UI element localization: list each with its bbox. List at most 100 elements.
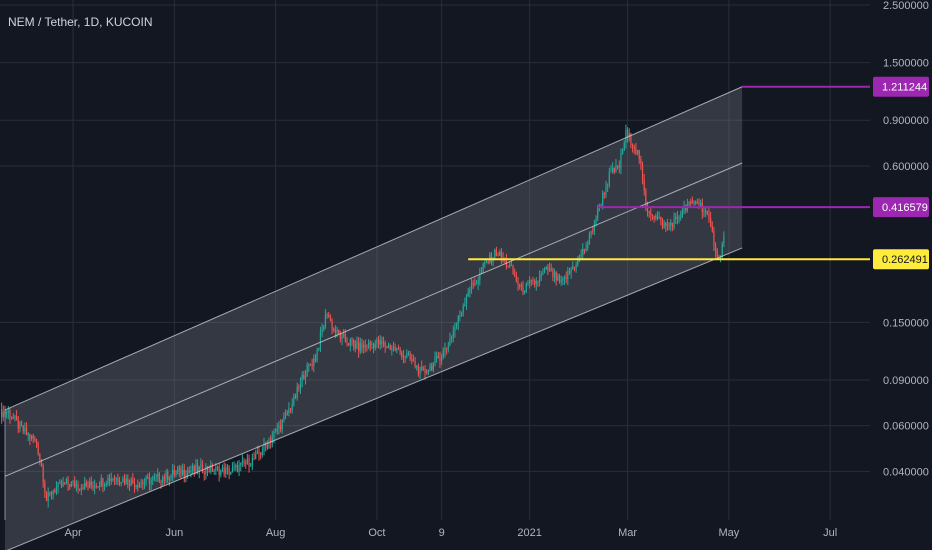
candle	[260, 452, 262, 460]
candle-body	[597, 208, 599, 219]
candle-body	[230, 472, 232, 475]
candle-body	[95, 485, 97, 487]
candle	[565, 271, 567, 284]
candle	[675, 213, 677, 224]
candle-body	[103, 484, 106, 486]
candle-body	[120, 482, 122, 484]
candle-body	[407, 352, 410, 354]
candle	[366, 344, 368, 352]
candle-body	[110, 478, 112, 482]
candle	[515, 271, 517, 283]
candle-body	[703, 211, 705, 213]
candle	[289, 407, 292, 414]
candle-body	[593, 223, 595, 231]
candle	[555, 270, 557, 286]
candle-body	[158, 474, 160, 482]
candle	[681, 206, 683, 218]
candle-body	[318, 348, 320, 351]
candle	[658, 211, 660, 220]
candle	[318, 347, 320, 352]
candle-body	[105, 483, 107, 485]
candle-body	[263, 443, 265, 452]
candle-body	[77, 484, 79, 489]
candle	[401, 350, 403, 360]
candle	[379, 334, 381, 350]
candle	[203, 470, 205, 481]
candle-body	[208, 470, 210, 472]
candle-body	[424, 368, 426, 373]
candle-body	[515, 275, 517, 281]
candle-body	[243, 460, 245, 464]
candle	[211, 463, 214, 472]
candle	[666, 218, 669, 231]
candle	[367, 339, 370, 350]
candle	[34, 436, 36, 443]
candle	[14, 414, 16, 422]
candle-body	[220, 469, 222, 475]
candle	[452, 325, 454, 343]
candle	[399, 346, 401, 356]
candle-body	[460, 312, 463, 316]
candle	[281, 418, 283, 434]
candle-body	[125, 478, 127, 484]
candle	[27, 431, 29, 441]
y-tick-label: 1.500000	[883, 58, 929, 70]
x-tick-label: Aug	[266, 527, 286, 539]
candle	[20, 420, 23, 427]
candle	[437, 352, 439, 359]
candle	[205, 463, 207, 480]
candle	[39, 453, 41, 466]
candle-body	[459, 315, 461, 317]
x-tick-label: Mar	[618, 527, 637, 539]
candle-body	[693, 201, 695, 204]
candle	[640, 155, 642, 170]
candle	[67, 475, 69, 491]
candle-body	[82, 487, 84, 490]
candle-body	[510, 264, 512, 266]
candle-body	[87, 485, 89, 488]
candle-body	[436, 356, 438, 358]
candle-body	[560, 280, 562, 282]
candle-body	[426, 372, 428, 374]
candle	[94, 479, 96, 495]
candle-body	[363, 344, 365, 349]
candle-body	[168, 478, 170, 480]
candle-body	[379, 340, 381, 345]
candle-body	[258, 451, 260, 454]
y-tick-label: 0.090000	[883, 375, 929, 387]
candle	[112, 477, 114, 482]
candle-body	[382, 342, 385, 344]
candle	[245, 459, 247, 469]
x-tick-label: Apr	[64, 527, 81, 539]
candle-body	[97, 486, 99, 488]
candle	[120, 481, 122, 487]
candle-body	[185, 475, 187, 477]
candle-body	[69, 484, 71, 487]
candle	[583, 248, 586, 255]
candle	[301, 371, 303, 388]
candle	[258, 445, 260, 461]
candle-body	[283, 415, 285, 420]
candle	[527, 280, 529, 287]
candle-body	[482, 264, 484, 272]
candle-body	[90, 482, 92, 486]
candle-body	[348, 343, 350, 345]
candle-body	[60, 482, 63, 487]
candle-body	[65, 478, 68, 484]
candle	[582, 243, 584, 260]
candle	[11, 416, 13, 420]
candle-body	[543, 269, 546, 274]
candle	[414, 357, 416, 369]
candle-body	[600, 205, 602, 207]
candle	[284, 409, 287, 420]
candle	[35, 438, 38, 448]
candle-body	[457, 315, 459, 324]
candle-body	[626, 129, 629, 136]
candle-body	[329, 316, 332, 321]
candle	[417, 363, 419, 377]
candle	[314, 353, 317, 363]
candle	[542, 268, 544, 276]
candle	[369, 340, 371, 352]
